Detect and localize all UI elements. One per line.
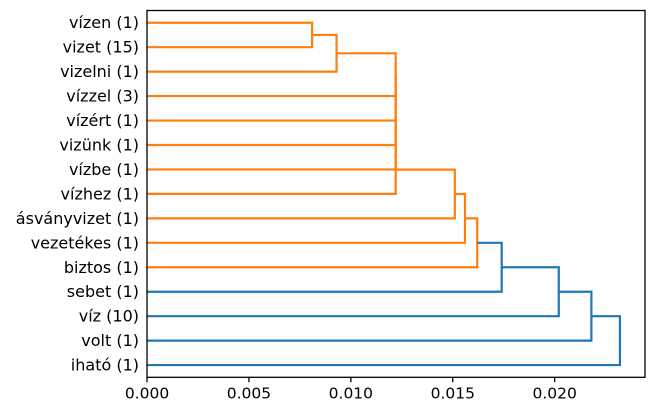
x-tick-label: 0.010 <box>329 384 373 402</box>
leaf-label: ásványvizet (1) <box>16 209 139 228</box>
x-tick-label: 0.000 <box>125 384 169 402</box>
dendrogram-link <box>147 315 622 367</box>
leaf-label: vízen (1) <box>69 13 139 32</box>
leaf-label: sebet (1) <box>67 282 139 301</box>
dendrogram-link <box>147 241 503 293</box>
dendrogram-link <box>147 74 397 122</box>
dendrogram-link <box>147 192 467 244</box>
leaf-label: vízért (1) <box>66 111 139 130</box>
leaf-label: víz (10) <box>79 307 139 326</box>
leaf-label: vizet (15) <box>63 38 139 57</box>
leaf-label: vizünk (1) <box>59 135 139 154</box>
x-tick-label: 0.005 <box>227 384 271 402</box>
dendrogram-link <box>147 168 456 220</box>
dendrogram-link <box>147 290 593 342</box>
leaf-label: vizelni (1) <box>60 62 139 81</box>
leaf-label: vízzel (3) <box>66 87 139 106</box>
leaf-label: iható (1) <box>71 356 139 375</box>
dendrogram-link <box>147 52 397 98</box>
axes-frame <box>146 9 646 378</box>
leaf-label: vízhez (1) <box>61 184 139 203</box>
dendrogram-link <box>147 21 314 49</box>
x-tick-label: 0.020 <box>533 384 577 402</box>
dendrogram-link <box>147 145 397 195</box>
leaf-label: volt (1) <box>81 331 139 350</box>
leaf-label: vízbe (1) <box>69 160 139 179</box>
dendrogram-link <box>147 33 338 73</box>
dendrogram-link <box>147 266 560 318</box>
leaf-label: biztos (1) <box>64 258 139 277</box>
leaf-label: vezetékes (1) <box>31 233 139 252</box>
dendrogram-link <box>147 217 479 269</box>
x-tick-label: 0.015 <box>431 384 475 402</box>
